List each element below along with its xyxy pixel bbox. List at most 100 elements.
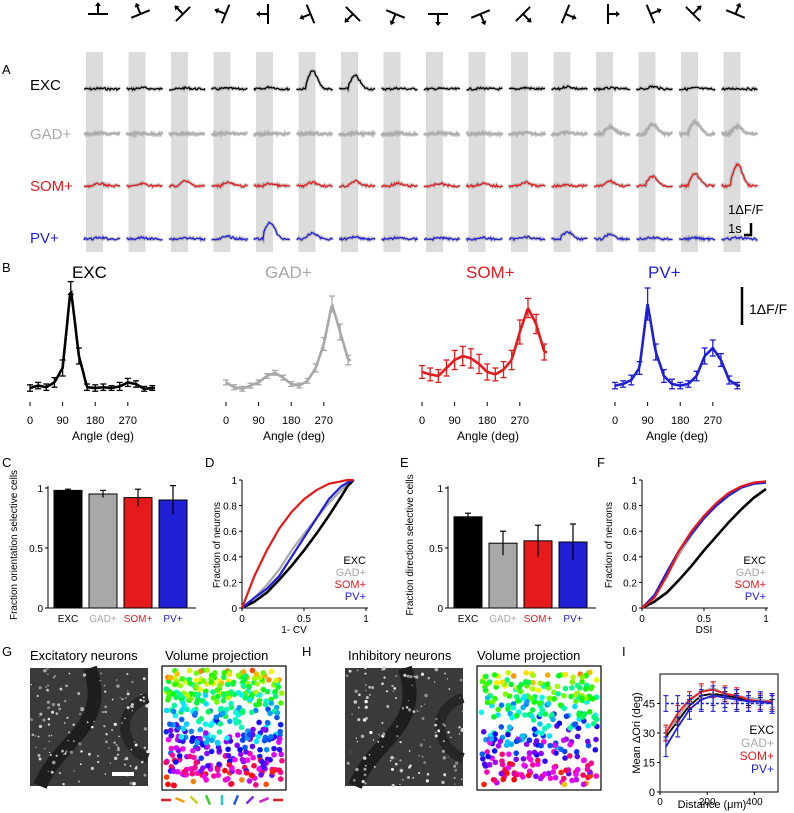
micro-cell bbox=[129, 781, 133, 785]
orientation-color-key bbox=[161, 794, 283, 806]
volume-cell bbox=[484, 749, 491, 755]
volume-cell bbox=[190, 778, 197, 785]
b-tick-label: 0 bbox=[223, 415, 229, 427]
volume-cell bbox=[495, 706, 501, 713]
volume-cell bbox=[492, 731, 499, 737]
micro-cell bbox=[43, 669, 47, 673]
micro-cell bbox=[80, 706, 84, 711]
micro-cell bbox=[130, 704, 134, 709]
micro-cell bbox=[96, 754, 100, 758]
trace-line bbox=[126, 236, 163, 241]
volume-cell bbox=[267, 733, 274, 740]
trace-line bbox=[125, 131, 163, 137]
micro-cell bbox=[434, 734, 438, 738]
b-tick-label: 180 bbox=[86, 415, 104, 427]
volume-cell bbox=[246, 731, 252, 738]
volume-cell bbox=[479, 751, 486, 757]
trace-line bbox=[593, 124, 631, 136]
volume-cell bbox=[551, 764, 558, 770]
volume-cell bbox=[201, 773, 207, 780]
volume-cell bbox=[510, 701, 517, 707]
volume-cell bbox=[569, 777, 575, 784]
volume-cell bbox=[170, 768, 177, 775]
micro-cell bbox=[126, 692, 130, 696]
volume-cell bbox=[271, 745, 277, 752]
micro-cell bbox=[448, 688, 451, 690]
volume-cell bbox=[499, 679, 505, 685]
volume-cell bbox=[510, 673, 517, 679]
volume-cell bbox=[544, 672, 551, 678]
volume-cell bbox=[495, 743, 502, 749]
trace-line bbox=[168, 86, 206, 91]
b-title-gad: GAD+ bbox=[265, 263, 312, 282]
micro-cell bbox=[402, 778, 404, 781]
micro-cell bbox=[99, 679, 102, 682]
micro-cell bbox=[79, 763, 82, 766]
volume-cell bbox=[551, 742, 558, 749]
orientation-key-tick bbox=[258, 796, 270, 804]
micro-cell bbox=[399, 740, 402, 744]
bar-category-label: EXC bbox=[458, 614, 479, 625]
stimulus-glyph bbox=[515, 6, 532, 23]
stimulus-band bbox=[298, 52, 316, 252]
micro-cell bbox=[425, 779, 429, 783]
trace-line bbox=[508, 86, 546, 91]
volume-cell bbox=[269, 769, 276, 775]
volume-cell bbox=[190, 735, 196, 741]
b-xlabel-gad: Angle (deg) bbox=[263, 429, 325, 443]
volume-cell bbox=[508, 681, 514, 688]
volume-cell bbox=[525, 679, 532, 686]
micro-cell bbox=[405, 706, 409, 709]
volume-cell bbox=[217, 682, 223, 689]
volume-cell bbox=[221, 669, 228, 676]
glyph-arrowhead bbox=[389, 20, 396, 26]
volume-cell bbox=[254, 681, 260, 687]
volume-cell bbox=[276, 746, 283, 753]
volume-cell bbox=[569, 685, 575, 691]
volume-cell bbox=[551, 696, 558, 702]
volume-cell bbox=[224, 681, 231, 688]
volume-cell bbox=[202, 692, 209, 699]
volume-cell bbox=[483, 673, 489, 680]
legend-label: EXC bbox=[749, 723, 774, 737]
glyph-arrowhead bbox=[435, 22, 441, 26]
volume-cell bbox=[504, 677, 510, 683]
x-tick-label: 0 bbox=[239, 614, 245, 625]
micro-cell bbox=[363, 773, 367, 777]
micro-cell bbox=[103, 724, 106, 728]
volume-cell bbox=[178, 716, 185, 723]
micro-cell bbox=[50, 770, 54, 774]
volume-cell bbox=[264, 719, 271, 726]
micro-cell bbox=[29, 718, 34, 722]
x-tick-label: 0 bbox=[639, 614, 645, 625]
volume-cell bbox=[184, 692, 191, 699]
volume-cell bbox=[220, 691, 227, 697]
bar-category-label: EXC bbox=[58, 614, 79, 625]
legend-label: GAD+ bbox=[736, 567, 766, 579]
y-tick-label: 0.2 bbox=[223, 578, 237, 589]
volume-cell bbox=[523, 670, 529, 676]
micro-cell bbox=[351, 713, 353, 715]
micro-cell bbox=[38, 757, 42, 761]
micro-cell bbox=[49, 754, 52, 757]
volume-cell bbox=[242, 744, 248, 751]
b-xlabel-pv: Angle (deg) bbox=[646, 429, 708, 443]
volume-cell bbox=[195, 691, 202, 698]
stimulus-band bbox=[256, 52, 273, 252]
b-scalebar-label: 1ΔF/F bbox=[749, 301, 787, 317]
trace-line bbox=[508, 131, 546, 136]
volume-cell bbox=[480, 728, 487, 735]
volume-cell bbox=[168, 732, 175, 739]
volume-cell bbox=[500, 776, 507, 783]
trace-line bbox=[551, 183, 588, 188]
b-tick-label: 0 bbox=[612, 415, 618, 427]
trace-line bbox=[721, 236, 758, 241]
volume-cell bbox=[188, 728, 195, 735]
trace-line bbox=[83, 235, 121, 241]
micro-cell bbox=[66, 716, 69, 719]
micro-cell bbox=[354, 689, 358, 693]
micro-cell bbox=[47, 706, 51, 710]
micro-cell bbox=[123, 758, 126, 761]
glyph-arrowhead bbox=[174, 5, 180, 11]
volume-cell bbox=[528, 713, 535, 719]
